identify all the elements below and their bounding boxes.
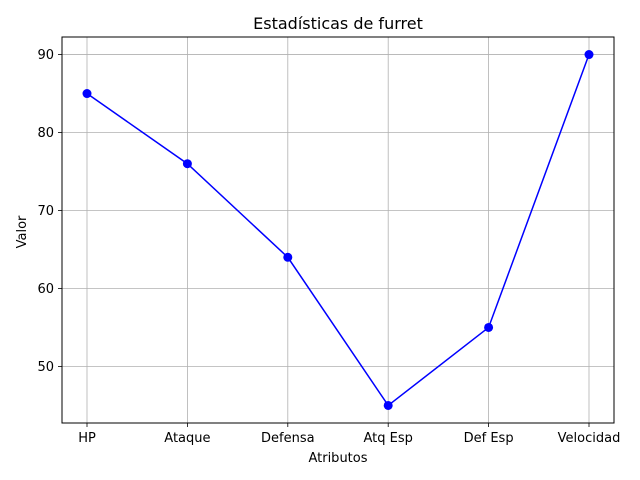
grid: [62, 37, 614, 423]
x-tick-label: Ataque: [164, 431, 210, 446]
x-tick-label: Def Esp: [464, 431, 514, 446]
y-tick-label: 90: [37, 48, 54, 63]
data-point: [383, 400, 393, 410]
y-tick-label: 70: [37, 204, 54, 219]
series-group: [82, 50, 594, 410]
y-tick-label: 80: [37, 126, 54, 141]
x-tick-label: HP: [78, 431, 96, 446]
x-tick-label: Defensa: [261, 431, 315, 446]
x-ticks: HP Ataque Defensa Atq Esp Def Esp Velocidad: [78, 423, 620, 446]
x-tick-label: Velocidad: [558, 431, 621, 446]
series-line: [86, 54, 590, 407]
plot-frame: [61, 36, 615, 424]
y-tick-label: 60: [37, 282, 54, 297]
y-tick-label: 50: [37, 360, 54, 375]
y-axis-label: Valor: [15, 215, 30, 248]
data-point: [182, 159, 192, 169]
data-point: [82, 89, 92, 99]
data-point: [584, 50, 594, 60]
data-point: [484, 322, 494, 332]
x-tick-label: Atq Esp: [364, 431, 413, 446]
x-axis-label: Atributos: [308, 451, 367, 466]
data-point: [283, 252, 293, 262]
y-ticks: 50 60 70 80 90: [37, 48, 62, 375]
chart-title: Estadísticas de furret: [253, 14, 423, 33]
